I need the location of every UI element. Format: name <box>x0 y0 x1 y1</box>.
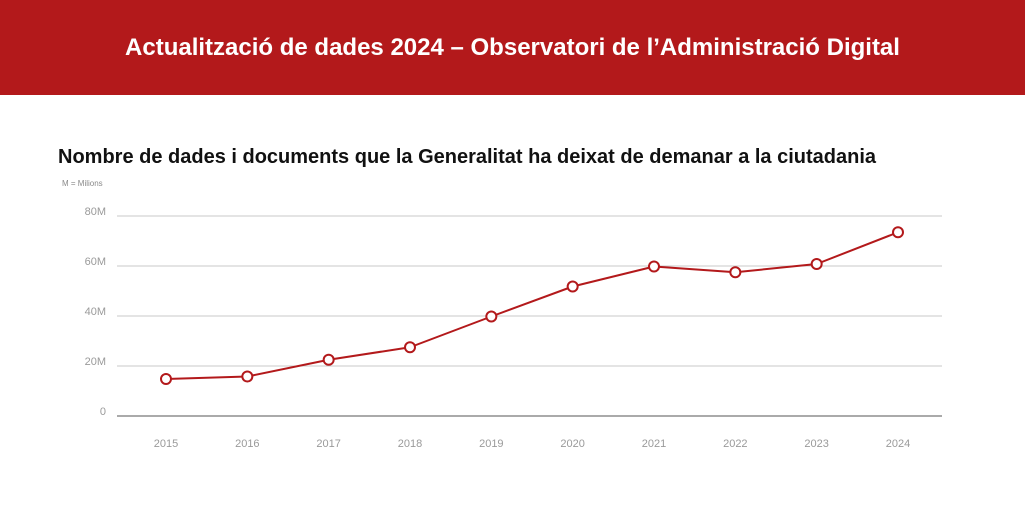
x-tick-label: 2020 <box>560 438 584 450</box>
series-line-layer <box>165 231 899 380</box>
data-point-2015 <box>160 373 172 385</box>
y-tick-label: 40M <box>85 306 106 318</box>
data-point-2016 <box>241 370 254 383</box>
data-point-2021 <box>648 260 660 273</box>
x-axis-ticks: 2015 2016 2017 2018 2019 2020 2021 2022 2023 2024 <box>154 438 910 450</box>
series-line <box>165 231 899 380</box>
data-points-layer <box>160 226 904 385</box>
chart-title: Nombre de dades i documents que la Gener… <box>58 146 877 168</box>
x-tick-label: 2015 <box>154 438 178 450</box>
y-tick-label: 20M <box>85 356 106 368</box>
banner-title: Actualització de dades 2024 – Observator… <box>125 33 900 61</box>
y-axis-ticks: 0 20M 40M 60M 80M <box>85 206 106 418</box>
y-tick-label: 0 <box>100 406 106 418</box>
data-point-2017 <box>322 353 335 366</box>
x-tick-label: 2019 <box>479 438 503 450</box>
data-point-2024 <box>892 226 904 239</box>
y-tick-label: 80M <box>85 206 106 218</box>
y-tick-label: 60M <box>85 256 106 268</box>
header-banner: Actualització de dades 2024 – Observator… <box>0 0 1025 95</box>
data-point-2020 <box>566 280 579 293</box>
grid-layer <box>117 215 942 417</box>
x-tick-label: 2017 <box>316 438 340 450</box>
x-tick-label: 2024 <box>886 438 910 450</box>
data-point-2018 <box>404 341 416 354</box>
data-point-2023 <box>810 258 823 270</box>
x-tick-label: 2016 <box>235 438 259 450</box>
x-tick-label: 2023 <box>804 438 828 450</box>
data-point-2019 <box>485 310 498 323</box>
x-tick-label: 2022 <box>723 438 747 450</box>
unit-note: M = Milions <box>62 179 103 188</box>
data-point-2022 <box>729 266 742 279</box>
x-tick-label: 2018 <box>398 438 422 450</box>
x-tick-label: 2021 <box>642 438 666 450</box>
